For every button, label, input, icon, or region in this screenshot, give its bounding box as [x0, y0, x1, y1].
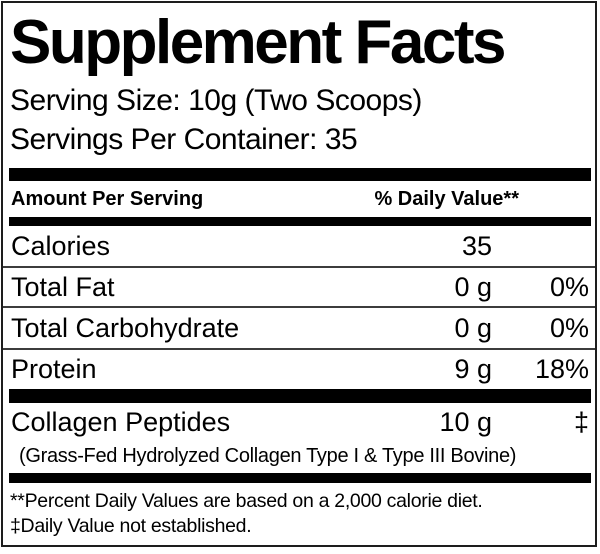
label-title: Supplement Facts: [10, 8, 507, 77]
serving-size: Serving Size: 10g (Two Scoops): [10, 84, 422, 117]
nutrient-dv: 0%: [549, 312, 589, 343]
nutrient-amount: 0 g: [454, 271, 492, 302]
nutrient-name: Calories: [11, 230, 111, 261]
nutrient-name: Protein: [11, 354, 97, 384]
nutrient-amount: 35: [461, 230, 492, 261]
thick-separator-top: [9, 168, 591, 181]
nutrient-dv: 0%: [549, 271, 589, 302]
nutrient-amount: 10 g: [439, 406, 492, 437]
nutrient-name: Collagen Peptides: [11, 406, 231, 437]
column-header-daily-value: % Daily Value**: [374, 187, 519, 210]
supplement-facts-label: Supplement Facts Serving Size: 10g (Two …: [1, 1, 597, 547]
nutrient-dv: ‡: [573, 406, 589, 437]
column-header-amount: Amount Per Serving: [11, 187, 204, 210]
servings-per-container: Servings Per Container: 35: [10, 123, 358, 156]
nutrient-dv: 18%: [534, 354, 589, 384]
thick-separator-bottom: [9, 473, 591, 483]
nutrient-row-protein: Protein 9 g 18%: [3, 350, 595, 389]
table-header-row: Amount Per Serving % Daily Value**: [3, 181, 595, 217]
footnotes: **Percent Daily Values are based on a 2,…: [3, 485, 595, 539]
ingredient-description: (Grass-Fed Hydrolyzed Collagen Type I & …: [19, 445, 517, 467]
nutrient-row-calories: Calories 35: [3, 226, 595, 268]
nutrient-name: Total Carbohydrate: [11, 312, 240, 343]
nutrient-amount: 9 g: [454, 354, 492, 384]
nutrient-row-collagen-peptides: Collagen Peptides 10 g ‡: [3, 403, 595, 441]
nutrient-name: Total Fat: [11, 271, 115, 302]
footnote-not-established: ‡Daily Value not established.: [10, 515, 252, 537]
nutrient-row-total-carbohydrate: Total Carbohydrate 0 g 0%: [3, 308, 595, 350]
nutrient-amount: 0 g: [454, 312, 492, 343]
thick-separator-middle: [9, 389, 591, 403]
header-separator: [9, 217, 591, 226]
footnote-daily-value: **Percent Daily Values are based on a 2,…: [10, 490, 483, 512]
nutrient-row-total-fat: Total Fat 0 g 0%: [3, 268, 595, 308]
